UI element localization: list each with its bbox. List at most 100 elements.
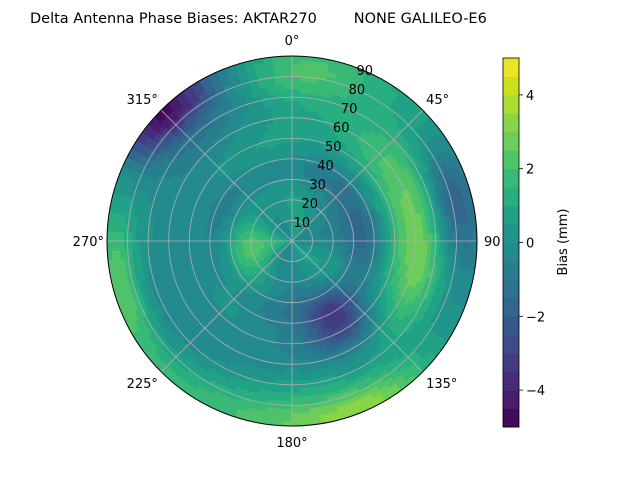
field-cell (284, 170, 289, 176)
field-cell (291, 72, 302, 78)
field-cell (151, 233, 157, 242)
field-cell (353, 233, 359, 239)
field-cell (283, 388, 293, 394)
field-cell (348, 234, 354, 239)
field-cell (217, 244, 223, 250)
field-cell (291, 170, 296, 176)
field-cell (281, 146, 288, 152)
field-cell (398, 240, 404, 248)
field-cell (418, 233, 424, 242)
field-cell (361, 232, 367, 238)
field-cell (288, 187, 293, 193)
field-cell (285, 183, 290, 189)
field-cell (176, 240, 182, 248)
field-cell (382, 235, 387, 242)
field-cell (377, 245, 383, 251)
field-cell (291, 392, 301, 398)
field-cell (286, 339, 293, 345)
field-cell (291, 84, 301, 90)
field-cell (423, 233, 428, 242)
field-cell (184, 235, 190, 242)
field-cell (427, 240, 433, 249)
field-cell (291, 376, 300, 382)
field-cell (447, 240, 453, 250)
field-cell (390, 235, 396, 242)
field-cell (291, 363, 299, 369)
field-cell (197, 235, 202, 242)
field-cell (386, 235, 391, 242)
field-cell (291, 142, 298, 147)
field-cell (427, 233, 433, 242)
field-cell (172, 234, 178, 242)
field-cell (443, 232, 449, 242)
field-cell (296, 146, 303, 152)
field-cell (201, 245, 207, 251)
field-cell (291, 372, 300, 377)
field-cell (394, 240, 400, 247)
field-cell (281, 334, 288, 340)
field-cell (291, 404, 302, 410)
field-cell (180, 240, 186, 248)
field-cell (213, 236, 219, 242)
field-cell (213, 244, 219, 250)
field-cell (291, 80, 301, 86)
field-cell (410, 240, 416, 248)
field-cell (357, 237, 363, 242)
field-cell (423, 240, 428, 249)
field-cell (296, 326, 302, 332)
field-cell (283, 84, 293, 90)
field-cell (406, 234, 412, 242)
field-cell (386, 240, 391, 247)
field-cell (295, 306, 300, 312)
field-cell (282, 404, 293, 410)
field-cell (184, 240, 190, 247)
field-cell (143, 232, 149, 242)
field-cell (291, 113, 299, 119)
field-cell (291, 121, 299, 127)
field-cell (291, 92, 301, 98)
field-cell (164, 240, 170, 248)
field-cell (281, 142, 288, 148)
field-cell (460, 240, 465, 251)
field-cell (284, 109, 293, 115)
field-cell (213, 240, 219, 246)
field-cell (353, 240, 359, 245)
field-cell (291, 409, 302, 414)
field-cell (291, 298, 296, 303)
field-cell (451, 232, 457, 242)
field-cell (353, 237, 359, 242)
field-cell (283, 80, 293, 86)
field-cell (406, 240, 412, 248)
field-cell (451, 240, 457, 250)
field-cell (205, 240, 211, 246)
field-cell (197, 240, 202, 247)
field-cell (168, 234, 174, 242)
field-cell (286, 326, 293, 332)
field-cell (291, 289, 296, 295)
field-cell (435, 232, 441, 242)
field-cell (285, 129, 293, 135)
field-cell (123, 231, 129, 242)
field-cell (377, 235, 383, 242)
field-cell (291, 384, 301, 390)
field-cell (201, 231, 207, 237)
field-cell (135, 232, 141, 242)
field-cell (291, 162, 297, 168)
field-cell (197, 230, 203, 237)
field-cell (377, 231, 383, 237)
field-cell (217, 236, 223, 242)
field-cell (283, 400, 293, 406)
field-cell (291, 166, 297, 172)
field-cell (385, 245, 391, 252)
field-cell (418, 240, 424, 249)
field-cell (398, 234, 404, 242)
field-cell (205, 236, 211, 242)
field-cell (296, 150, 302, 156)
field-cell (284, 367, 293, 373)
field-cell (291, 125, 299, 131)
field-cell (439, 240, 445, 250)
field-cell (439, 232, 445, 242)
field-cell (288, 170, 293, 176)
field-cell (365, 232, 371, 238)
